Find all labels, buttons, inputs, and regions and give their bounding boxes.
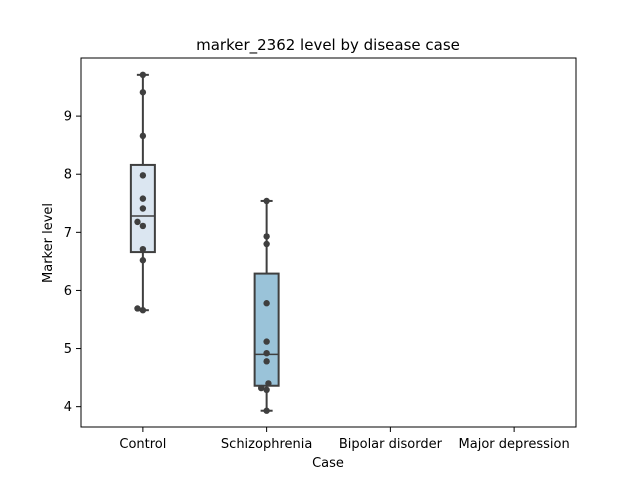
data-point [134,305,141,312]
points-schizophrenia [258,197,272,414]
data-point [139,172,147,179]
points-control [134,71,147,314]
iqr-box [253,272,280,387]
data-point [263,407,270,414]
x-axis: Control Schizophrenia Bipolar disorder Majo… [119,427,570,452]
y-tick-label: 7 [64,226,72,241]
data-point [139,132,147,140]
data-point [139,306,147,314]
data-point [258,384,265,392]
data-point [263,386,270,394]
data-point [139,257,147,264]
data-point [139,205,147,212]
data-point [263,338,270,345]
data-point [139,222,147,230]
data-point [265,380,272,387]
data-point [139,245,147,253]
x-tick-label: Major depression [459,437,570,452]
x-tick-label: Bipolar disorder [339,437,443,452]
data-point [263,233,270,240]
y-tick-label: 9 [64,110,72,125]
x-axis-label: Case [312,456,344,471]
box-control [129,73,156,312]
y-tick-label: 8 [64,168,72,183]
chart-title: marker_2362 level by disease case [196,36,460,55]
y-tick-label: 6 [64,284,72,299]
y-tick-label: 4 [64,400,72,415]
data-point [263,197,270,205]
data-point [263,300,270,307]
x-tick-label: Schizophrenia [221,437,312,452]
x-tick-label: Control [119,437,166,452]
data-point [139,71,147,79]
data-point [134,218,141,226]
y-tick-label: 5 [64,342,72,357]
data-point [139,195,147,202]
data-point [263,358,270,365]
data-point [263,240,270,248]
y-axis: 4 5 6 7 8 9 [64,110,81,415]
plot-area [129,71,280,414]
data-point [139,89,147,96]
y-axis-label: Marker level [41,203,56,283]
plot-frame [80,57,577,428]
data-point [263,350,270,357]
